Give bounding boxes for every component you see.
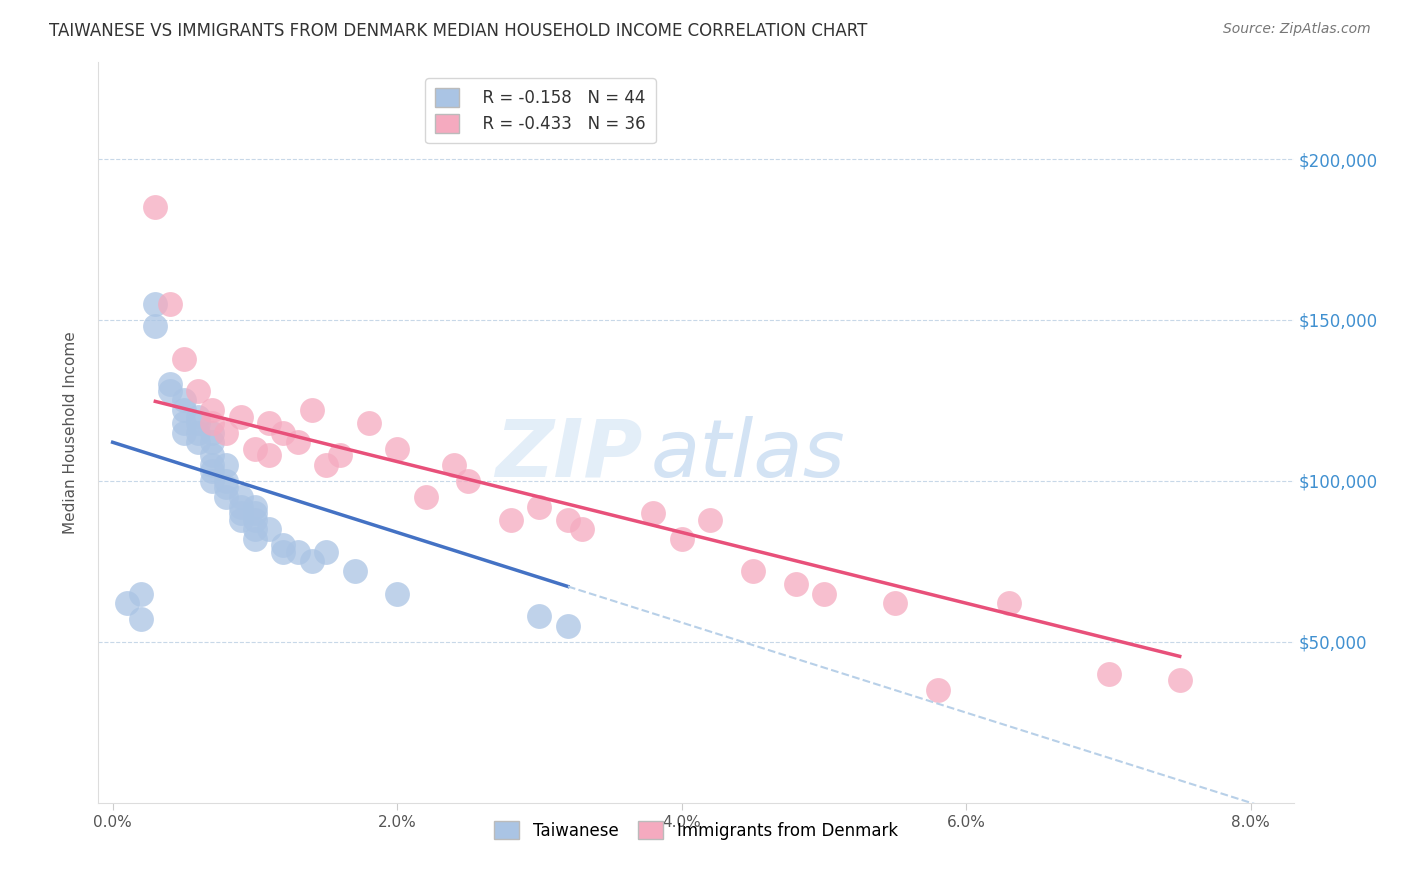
Point bbox=[643, 506, 665, 520]
Point bbox=[201, 425, 224, 440]
Point bbox=[884, 596, 907, 610]
Point bbox=[243, 442, 266, 456]
Text: ZIP: ZIP bbox=[495, 416, 643, 494]
Point bbox=[927, 683, 949, 698]
Point bbox=[173, 351, 195, 366]
Point bbox=[215, 480, 238, 494]
Point bbox=[229, 500, 252, 514]
Point bbox=[499, 512, 522, 526]
Point bbox=[557, 619, 579, 633]
Point bbox=[529, 609, 551, 624]
Point bbox=[699, 512, 721, 526]
Point bbox=[243, 532, 266, 546]
Point bbox=[287, 435, 309, 450]
Point bbox=[187, 425, 209, 440]
Point bbox=[143, 319, 166, 334]
Point bbox=[215, 458, 238, 472]
Point bbox=[201, 448, 224, 462]
Point bbox=[229, 409, 252, 424]
Point bbox=[329, 448, 352, 462]
Point bbox=[173, 393, 195, 408]
Point bbox=[229, 506, 252, 520]
Point bbox=[187, 416, 209, 430]
Point bbox=[229, 512, 252, 526]
Point bbox=[671, 532, 693, 546]
Point bbox=[301, 554, 323, 568]
Point bbox=[257, 416, 280, 430]
Point bbox=[159, 297, 181, 311]
Point bbox=[173, 403, 195, 417]
Text: TAIWANESE VS IMMIGRANTS FROM DENMARK MEDIAN HOUSEHOLD INCOME CORRELATION CHART: TAIWANESE VS IMMIGRANTS FROM DENMARK MED… bbox=[49, 22, 868, 40]
Point bbox=[159, 384, 181, 398]
Point bbox=[741, 564, 763, 578]
Point bbox=[273, 545, 295, 559]
Point bbox=[201, 464, 224, 478]
Point bbox=[143, 200, 166, 214]
Point bbox=[215, 490, 238, 504]
Legend: Taiwanese, Immigrants from Denmark: Taiwanese, Immigrants from Denmark bbox=[488, 814, 904, 847]
Point bbox=[187, 409, 209, 424]
Point bbox=[301, 403, 323, 417]
Point bbox=[385, 586, 409, 600]
Point bbox=[557, 512, 579, 526]
Point bbox=[785, 577, 807, 591]
Point bbox=[343, 564, 366, 578]
Point bbox=[529, 500, 551, 514]
Point bbox=[1168, 673, 1191, 688]
Point bbox=[273, 425, 295, 440]
Point bbox=[385, 442, 409, 456]
Point bbox=[243, 512, 266, 526]
Point bbox=[229, 490, 252, 504]
Text: atlas: atlas bbox=[651, 416, 845, 494]
Point bbox=[315, 545, 337, 559]
Point bbox=[243, 500, 266, 514]
Point bbox=[813, 586, 835, 600]
Point bbox=[357, 416, 380, 430]
Point bbox=[187, 435, 209, 450]
Point bbox=[1097, 667, 1119, 681]
Point bbox=[415, 490, 437, 504]
Text: Source: ZipAtlas.com: Source: ZipAtlas.com bbox=[1223, 22, 1371, 37]
Point bbox=[273, 538, 295, 552]
Point bbox=[215, 425, 238, 440]
Point bbox=[315, 458, 337, 472]
Point bbox=[201, 416, 224, 430]
Point bbox=[243, 506, 266, 520]
Point bbox=[201, 474, 224, 488]
Point bbox=[173, 416, 195, 430]
Point bbox=[201, 403, 224, 417]
Point bbox=[998, 596, 1021, 610]
Point bbox=[159, 377, 181, 392]
Point bbox=[143, 297, 166, 311]
Point bbox=[129, 612, 152, 626]
Point bbox=[257, 448, 280, 462]
Point bbox=[287, 545, 309, 559]
Point bbox=[457, 474, 479, 488]
Point bbox=[173, 425, 195, 440]
Point bbox=[187, 384, 209, 398]
Point bbox=[201, 458, 224, 472]
Point bbox=[115, 596, 138, 610]
Y-axis label: Median Household Income: Median Household Income bbox=[63, 331, 77, 534]
Point bbox=[129, 586, 152, 600]
Point bbox=[215, 474, 238, 488]
Point bbox=[571, 522, 593, 536]
Point bbox=[243, 522, 266, 536]
Point bbox=[257, 522, 280, 536]
Point bbox=[201, 435, 224, 450]
Point bbox=[443, 458, 465, 472]
